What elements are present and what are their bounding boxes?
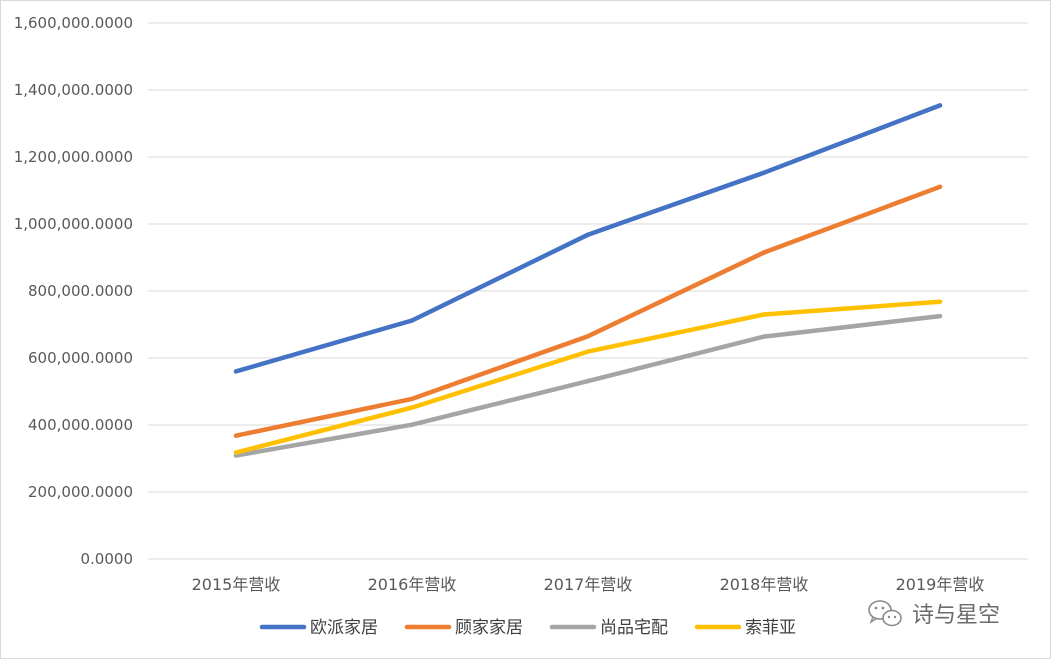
data-point [409,318,415,323]
x-tick-label: 2018年营收 [720,575,809,594]
data-point [761,170,767,175]
data-point [585,378,591,384]
y-tick-label: 800,000.0000 [28,282,133,300]
data-point [937,184,943,190]
data-point [761,312,767,317]
wechat-icon [868,600,902,627]
data-point [233,450,239,455]
y-tick-label: 1,600,000.0000 [14,14,133,32]
legend-label: 索菲亚 [745,618,796,638]
data-point [937,299,943,304]
data-point [233,433,239,438]
watermark: 诗与星空 [868,600,1000,628]
x-tick-label: 2015年营收 [192,575,281,594]
y-tick-label: 1,200,000.0000 [14,148,133,166]
legend-label: 欧派家居 [310,618,378,638]
y-tick-label: 1,000,000.0000 [14,215,133,233]
x-axis-tick-labels: 2015年营收 2016年营收 2017年营收 2018年营收 2019年营收 [192,575,985,594]
y-tick-label: 0.0000 [81,550,134,568]
y-axis-tick-labels: 0.0000 200,000.0000 400,000.0000 600,000.00… [14,14,133,568]
data-point [937,313,943,319]
x-tick-label: 2016年营收 [368,575,457,594]
data-point [409,405,415,410]
x-tick-label: 2019年营收 [896,575,985,594]
y-tick-label: 600,000.0000 [28,349,133,367]
data-point [409,396,415,402]
series-lines [233,103,943,458]
data-point [937,103,943,108]
data-point [585,232,591,237]
legend: 欧派家居 顾家家居 尚品宅配 索菲亚 [259,618,796,638]
y-tick-label: 1,400,000.0000 [14,81,133,99]
data-point [585,334,591,339]
data-point [409,422,415,427]
y-tick-label: 200,000.0000 [28,483,133,501]
watermark-text: 诗与星空 [912,603,1000,628]
data-point [233,369,239,374]
data-point [585,349,591,354]
y-tick-label: 400,000.0000 [28,416,133,434]
legend-label: 顾家家居 [455,618,523,638]
x-tick-label: 2017年营收 [544,575,633,594]
data-point [761,250,767,255]
data-point [761,334,767,339]
legend-label: 尚品宅配 [600,618,668,638]
